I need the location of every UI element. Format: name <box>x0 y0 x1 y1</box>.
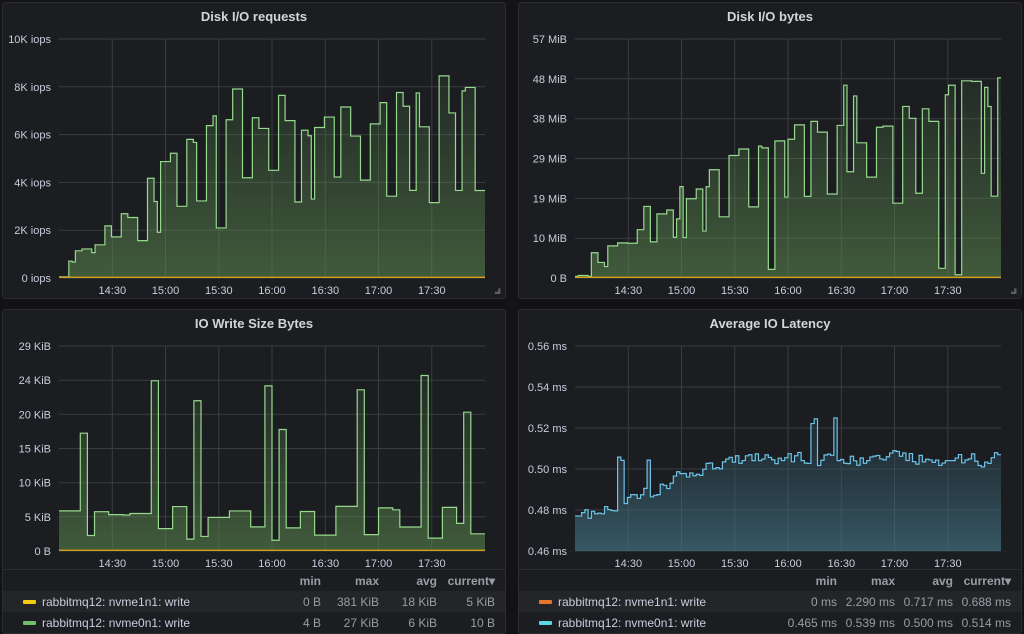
svg-text:0.52 ms: 0.52 ms <box>528 423 568 435</box>
svg-text:10 KiB: 10 KiB <box>19 478 51 490</box>
svg-text:17:30: 17:30 <box>934 285 962 297</box>
svg-text:15:30: 15:30 <box>721 285 749 297</box>
svg-text:20 KiB: 20 KiB <box>19 409 51 421</box>
svg-text:15:00: 15:00 <box>152 285 180 297</box>
svg-text:19 MiB: 19 MiB <box>533 193 567 205</box>
svg-text:57 MiB: 57 MiB <box>533 34 567 46</box>
svg-text:0.56 ms: 0.56 ms <box>528 341 568 353</box>
svg-text:17:00: 17:00 <box>365 285 393 297</box>
svg-text:0 B: 0 B <box>34 546 51 558</box>
svg-text:15:30: 15:30 <box>205 285 233 297</box>
svg-text:10K iops: 10K iops <box>8 34 51 46</box>
svg-text:16:30: 16:30 <box>312 285 340 297</box>
svg-text:14:30: 14:30 <box>615 285 643 297</box>
svg-text:5 KiB: 5 KiB <box>25 512 51 524</box>
svg-text:6K iops: 6K iops <box>14 130 51 142</box>
svg-text:48 MiB: 48 MiB <box>533 74 567 86</box>
svg-text:10 MiB: 10 MiB <box>533 233 567 245</box>
svg-text:16:30: 16:30 <box>828 285 856 297</box>
svg-text:0.54 ms: 0.54 ms <box>528 382 568 394</box>
svg-text:15 KiB: 15 KiB <box>19 444 51 456</box>
svg-text:0.50 ms: 0.50 ms <box>528 464 568 476</box>
svg-text:4K iops: 4K iops <box>14 177 51 189</box>
svg-text:15:00: 15:00 <box>668 285 696 297</box>
svg-text:0.48 ms: 0.48 ms <box>528 505 568 517</box>
svg-text:17:30: 17:30 <box>418 285 446 297</box>
svg-text:24 KiB: 24 KiB <box>19 375 51 387</box>
svg-text:0 B: 0 B <box>550 273 567 285</box>
svg-text:29 KiB: 29 KiB <box>19 341 51 353</box>
svg-text:16:00: 16:00 <box>774 285 802 297</box>
svg-text:38 MiB: 38 MiB <box>533 114 567 126</box>
svg-text:17:00: 17:00 <box>881 285 909 297</box>
svg-text:2K iops: 2K iops <box>14 225 51 237</box>
svg-text:0 iops: 0 iops <box>22 273 52 285</box>
svg-text:8K iops: 8K iops <box>14 82 51 94</box>
svg-text:0.46 ms: 0.46 ms <box>528 546 568 558</box>
svg-text:14:30: 14:30 <box>99 285 127 297</box>
svg-text:16:00: 16:00 <box>258 285 286 297</box>
svg-text:29 MiB: 29 MiB <box>533 154 567 166</box>
